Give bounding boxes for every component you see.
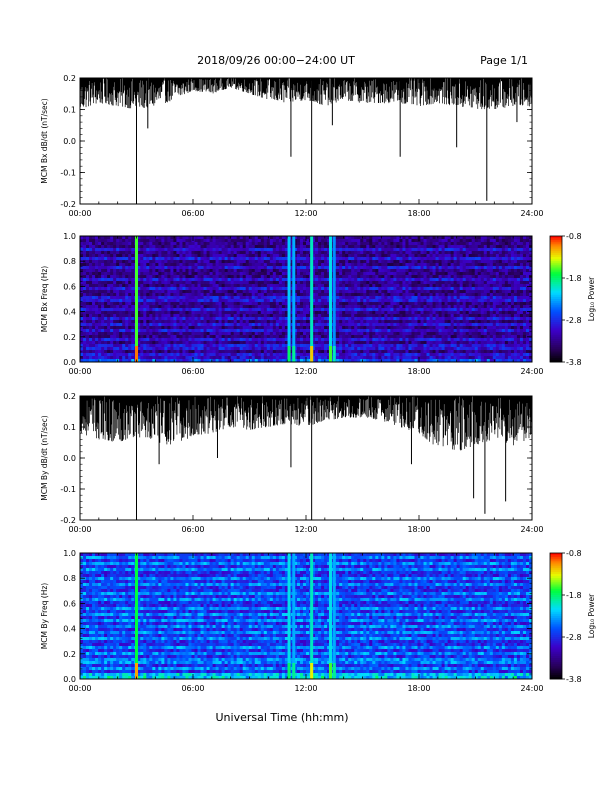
- spectrogram-event-peak: [332, 663, 336, 679]
- colorbar-tick-label: -3.8: [566, 358, 582, 367]
- x-tick-label: 24:00: [520, 209, 543, 218]
- x-tick-label: 00:00: [68, 367, 91, 376]
- colorbar-tick-label: -2.8: [566, 316, 582, 325]
- y-tick-label: 1.0: [63, 232, 76, 241]
- spectrogram-event: [328, 553, 332, 679]
- spectrogram-event-peak: [135, 346, 138, 362]
- colorbar-tick-label: -2.8: [566, 633, 582, 642]
- colorbar-tick-label: -0.8: [566, 232, 582, 241]
- y-tick-label: 0.0: [63, 675, 76, 684]
- spectrogram-event-peak: [328, 663, 332, 679]
- x-tick-label: 12:00: [294, 525, 317, 534]
- y-tick-label: -0.1: [60, 485, 76, 494]
- y-tick-label: 0.0: [63, 358, 76, 367]
- spectrogram-event: [332, 236, 336, 362]
- spectrogram-event: [292, 236, 296, 362]
- x-tick-label: 24:00: [520, 525, 543, 534]
- spectrogram-event-peak: [287, 663, 291, 679]
- y-tick-label: 0.2: [63, 650, 76, 659]
- colorbar-tick-label: -3.8: [566, 675, 582, 684]
- y-tick-label: 1.0: [63, 549, 76, 558]
- y-tick-label: -0.1: [60, 169, 76, 178]
- spectrogram-event-peak: [287, 346, 291, 362]
- spectrogram-event: [287, 553, 291, 679]
- spectrogram-event: [310, 236, 314, 362]
- spectrogram-event: [135, 553, 138, 679]
- y-tick-label: 0.1: [63, 423, 76, 432]
- spectrogram-event-peak: [292, 663, 296, 679]
- figure-title: 2018/09/26 00:00−24:00 UT: [197, 54, 355, 67]
- spectrogram-event: [135, 236, 138, 362]
- spectrogram-event: [287, 236, 291, 362]
- spectrogram-event-peak: [292, 346, 296, 362]
- x-tick-label: 12:00: [294, 684, 317, 693]
- y-axis-label: MCM By dB/dt (nT/sec): [40, 415, 49, 500]
- spectrogram-event: [292, 553, 296, 679]
- colorbar-tick-label: -1.8: [566, 274, 582, 283]
- x-tick-label: 06:00: [181, 525, 204, 534]
- x-tick-label: 06:00: [181, 209, 204, 218]
- y-tick-label: 0.2: [63, 333, 76, 342]
- spectrogram-event: [332, 553, 336, 679]
- colorbar-tick-label: -0.8: [566, 549, 582, 558]
- x-tick-label: 00:00: [68, 209, 91, 218]
- x-tick-label: 00:00: [68, 525, 91, 534]
- spectrogram-event-peak: [310, 346, 314, 362]
- colorbar-label: Log₁₀ Power: [587, 276, 596, 321]
- dbdt-trace: [79, 78, 533, 110]
- spectrogram-event: [328, 236, 332, 362]
- x-tick-label: 18:00: [407, 367, 430, 376]
- panel-bx-spectrogram: 00:00 06:00 12:00 18:00 24:00 1.0 0.8 0.6 0.4 0.2…: [40, 232, 596, 376]
- x-tick-label: 24:00: [520, 367, 543, 376]
- y-axis-label: MCM By Freq (Hz): [40, 583, 49, 649]
- y-tick-label: 0.2: [63, 74, 76, 83]
- y-tick-label: -0.2: [60, 516, 76, 525]
- y-tick-label: 0.4: [63, 308, 76, 317]
- y-tick-label: -0.2: [60, 200, 76, 209]
- x-tick-label: 24:00: [520, 684, 543, 693]
- spectrogram-event-peak: [328, 346, 332, 362]
- x-tick-label: 06:00: [181, 684, 204, 693]
- colorbar: -0.8 -1.8 -2.8 -3.8 Log₁₀ Power: [549, 232, 596, 367]
- dbdt-trace: [79, 396, 533, 451]
- colorbar-tick-label: -1.8: [566, 591, 582, 600]
- x-tick-label: 18:00: [407, 525, 430, 534]
- x-tick-label: 18:00: [407, 209, 430, 218]
- colorbar: -0.8 -1.8 -2.8 -3.8 Log₁₀ Power: [549, 549, 596, 684]
- y-tick-label: 0.0: [63, 454, 76, 463]
- y-tick-label: 0.1: [63, 106, 76, 115]
- x-tick-label: 12:00: [294, 209, 317, 218]
- spectrogram-cells: [80, 236, 533, 363]
- x-axis-label: Universal Time (hh:mm): [216, 711, 349, 724]
- y-tick-label: 0.0: [63, 137, 76, 146]
- spectrogram-event-peak: [310, 663, 314, 679]
- y-tick-label: 0.6: [63, 282, 76, 291]
- x-tick-label: 00:00: [68, 684, 91, 693]
- spectrogram-event-peak: [135, 663, 138, 679]
- x-tick-label: 06:00: [181, 367, 204, 376]
- y-axis-label: MCM Bx dB/dt (nT/sec): [40, 98, 49, 183]
- spectrogram-event-peak: [332, 346, 336, 362]
- panel-by-spectrogram: 00:00 06:00 12:00 18:00 24:00 1.0 0.8 0.6 0.4 0.2…: [40, 549, 596, 693]
- y-tick-label: 0.8: [63, 574, 76, 583]
- colorbar-label: Log₁₀ Power: [587, 593, 596, 638]
- x-tick-label: 18:00: [407, 684, 430, 693]
- y-tick-label: 0.8: [63, 257, 76, 266]
- page-indicator: Page 1/1: [480, 54, 528, 67]
- spectrogram-event: [310, 553, 314, 679]
- y-tick-label: 0.2: [63, 392, 76, 401]
- panel-bx-ddt: 00:00 06:00 12:00 18:00 24:00 0.2 0.1 0.0 -0.1 -0…: [40, 74, 544, 218]
- panel-by-ddt: 00:00 06:00 12:00 18:00 24:00 0.2 0.1 0.0 -0.1 -0…: [40, 392, 544, 534]
- x-tick-label: 12:00: [294, 367, 317, 376]
- y-tick-label: 0.4: [63, 625, 76, 634]
- y-tick-label: 0.6: [63, 599, 76, 608]
- y-axis-label: MCM Bx Freq (Hz): [40, 266, 49, 332]
- spectrogram-cells: [80, 553, 533, 680]
